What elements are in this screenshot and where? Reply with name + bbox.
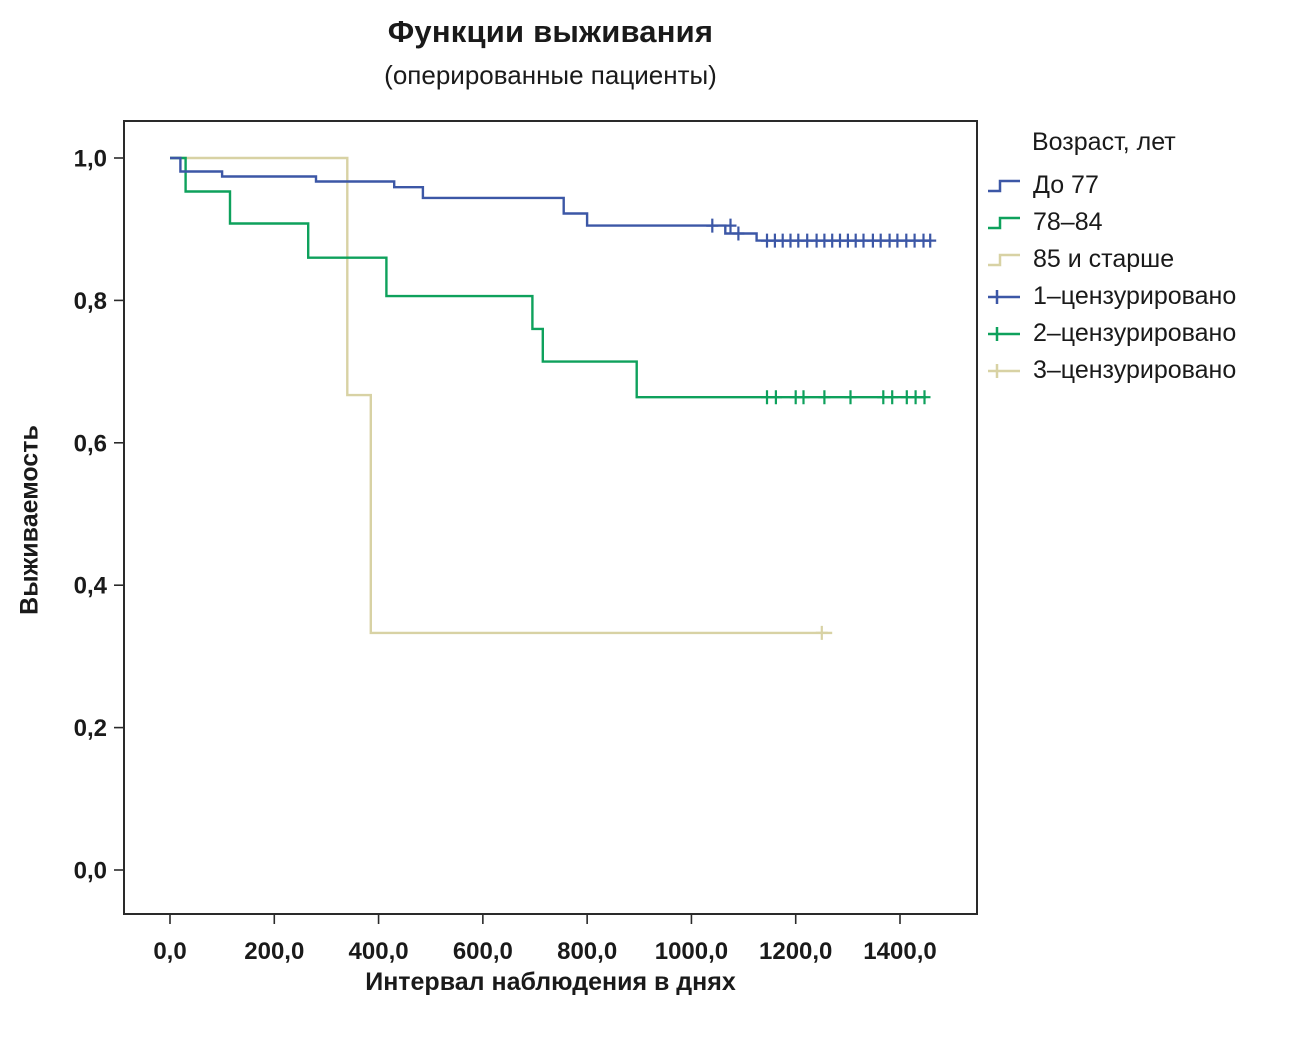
legend-item: До 77 [986, 167, 1286, 204]
legend-item: 3–цензурировано [986, 352, 1286, 389]
legend-item: 2–цензурировано [986, 315, 1286, 352]
y-tick-label: 1,0 [74, 146, 107, 173]
legend-item-label: 1–цензурировано [1033, 282, 1237, 310]
legend-entries: До 77 78–84 85 и старше 1–цензурировано 2–це… [986, 167, 1286, 389]
plot-border [123, 120, 978, 915]
y-tick-label: 0,8 [74, 288, 107, 315]
censor-mark-icon [732, 226, 745, 241]
y-tick-label: 0,0 [74, 858, 107, 885]
chart-title: Функции выживания [387, 14, 714, 49]
survival-curve [170, 156, 932, 242]
censor-mark-icon [844, 390, 857, 405]
y-tick-label: 0,2 [74, 715, 107, 742]
censor-mark-icon [724, 218, 737, 233]
censor-mark-icon [924, 233, 937, 248]
y-tick-label: 0,6 [74, 430, 107, 457]
censor-mark-icon [797, 390, 810, 405]
legend-item: 85 и старше [986, 241, 1286, 278]
survival-curve [170, 156, 927, 399]
x-tick-label: 400,0 [349, 938, 409, 965]
x-tick-label: 1200,0 [759, 938, 832, 965]
legend-censor-mark-icon [988, 363, 1020, 378]
legend-item-label: До 77 [1033, 171, 1099, 199]
legend-item: 1–цензурировано [986, 278, 1286, 315]
censor-mark-icon [918, 390, 931, 405]
legend-step-line-icon [988, 216, 1020, 229]
x-tick-label: 200,0 [244, 938, 304, 965]
x-tick-label: 800,0 [557, 938, 617, 965]
legend-item-label: 85 и старше [1033, 245, 1175, 273]
censor-mark-icon [706, 218, 719, 233]
x-tick-label: 600,0 [453, 938, 513, 965]
chart-subtitle: (оперированные пациенты) [384, 60, 717, 90]
x-tick-label: 1400,0 [863, 938, 936, 965]
legend-censor-mark-icon [988, 326, 1020, 341]
legend-censor-mark-icon [988, 289, 1020, 304]
legend-step-line-icon [988, 253, 1020, 266]
legend-item-label: 2–цензурировано [1033, 319, 1237, 347]
legend-title: Возраст, лет [1032, 128, 1176, 156]
y-tick-label: 0,4 [74, 573, 108, 600]
censor-mark-icon [886, 390, 899, 405]
survival-plot: 0,0 200,0 400,0 600,0 800,0 1000,0 1200,0 1400,… [74, 120, 978, 965]
x-tick-label: 1000,0 [655, 938, 728, 965]
x-axis-label: Интервал наблюдения в днях [365, 968, 736, 996]
censor-mark-icon [818, 390, 831, 405]
legend-item: 78–84 [986, 204, 1286, 241]
x-tick-label: 0,0 [153, 938, 186, 965]
legend-item-label: 78–84 [1033, 208, 1103, 236]
legend-item-label: 3–цензурировано [1033, 356, 1237, 384]
legend-step-line-icon [988, 179, 1020, 192]
censor-mark-icon [815, 625, 828, 640]
y-axis-label: Выживаемость [15, 425, 44, 615]
survival-curve [170, 156, 833, 635]
censor-mark-icon [769, 390, 782, 405]
legend: Возраст, лет До 77 78–84 85 и старше 1–ценз… [986, 128, 1286, 389]
